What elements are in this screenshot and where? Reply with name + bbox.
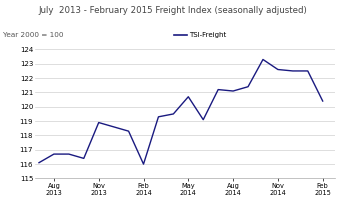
- Legend: TSI-Freight: TSI-Freight: [171, 29, 229, 41]
- Text: July  2013 - February 2015 Freight Index (seasonally adjusted): July 2013 - February 2015 Freight Index …: [38, 6, 307, 15]
- Text: Year 2000 = 100: Year 2000 = 100: [3, 32, 64, 38]
